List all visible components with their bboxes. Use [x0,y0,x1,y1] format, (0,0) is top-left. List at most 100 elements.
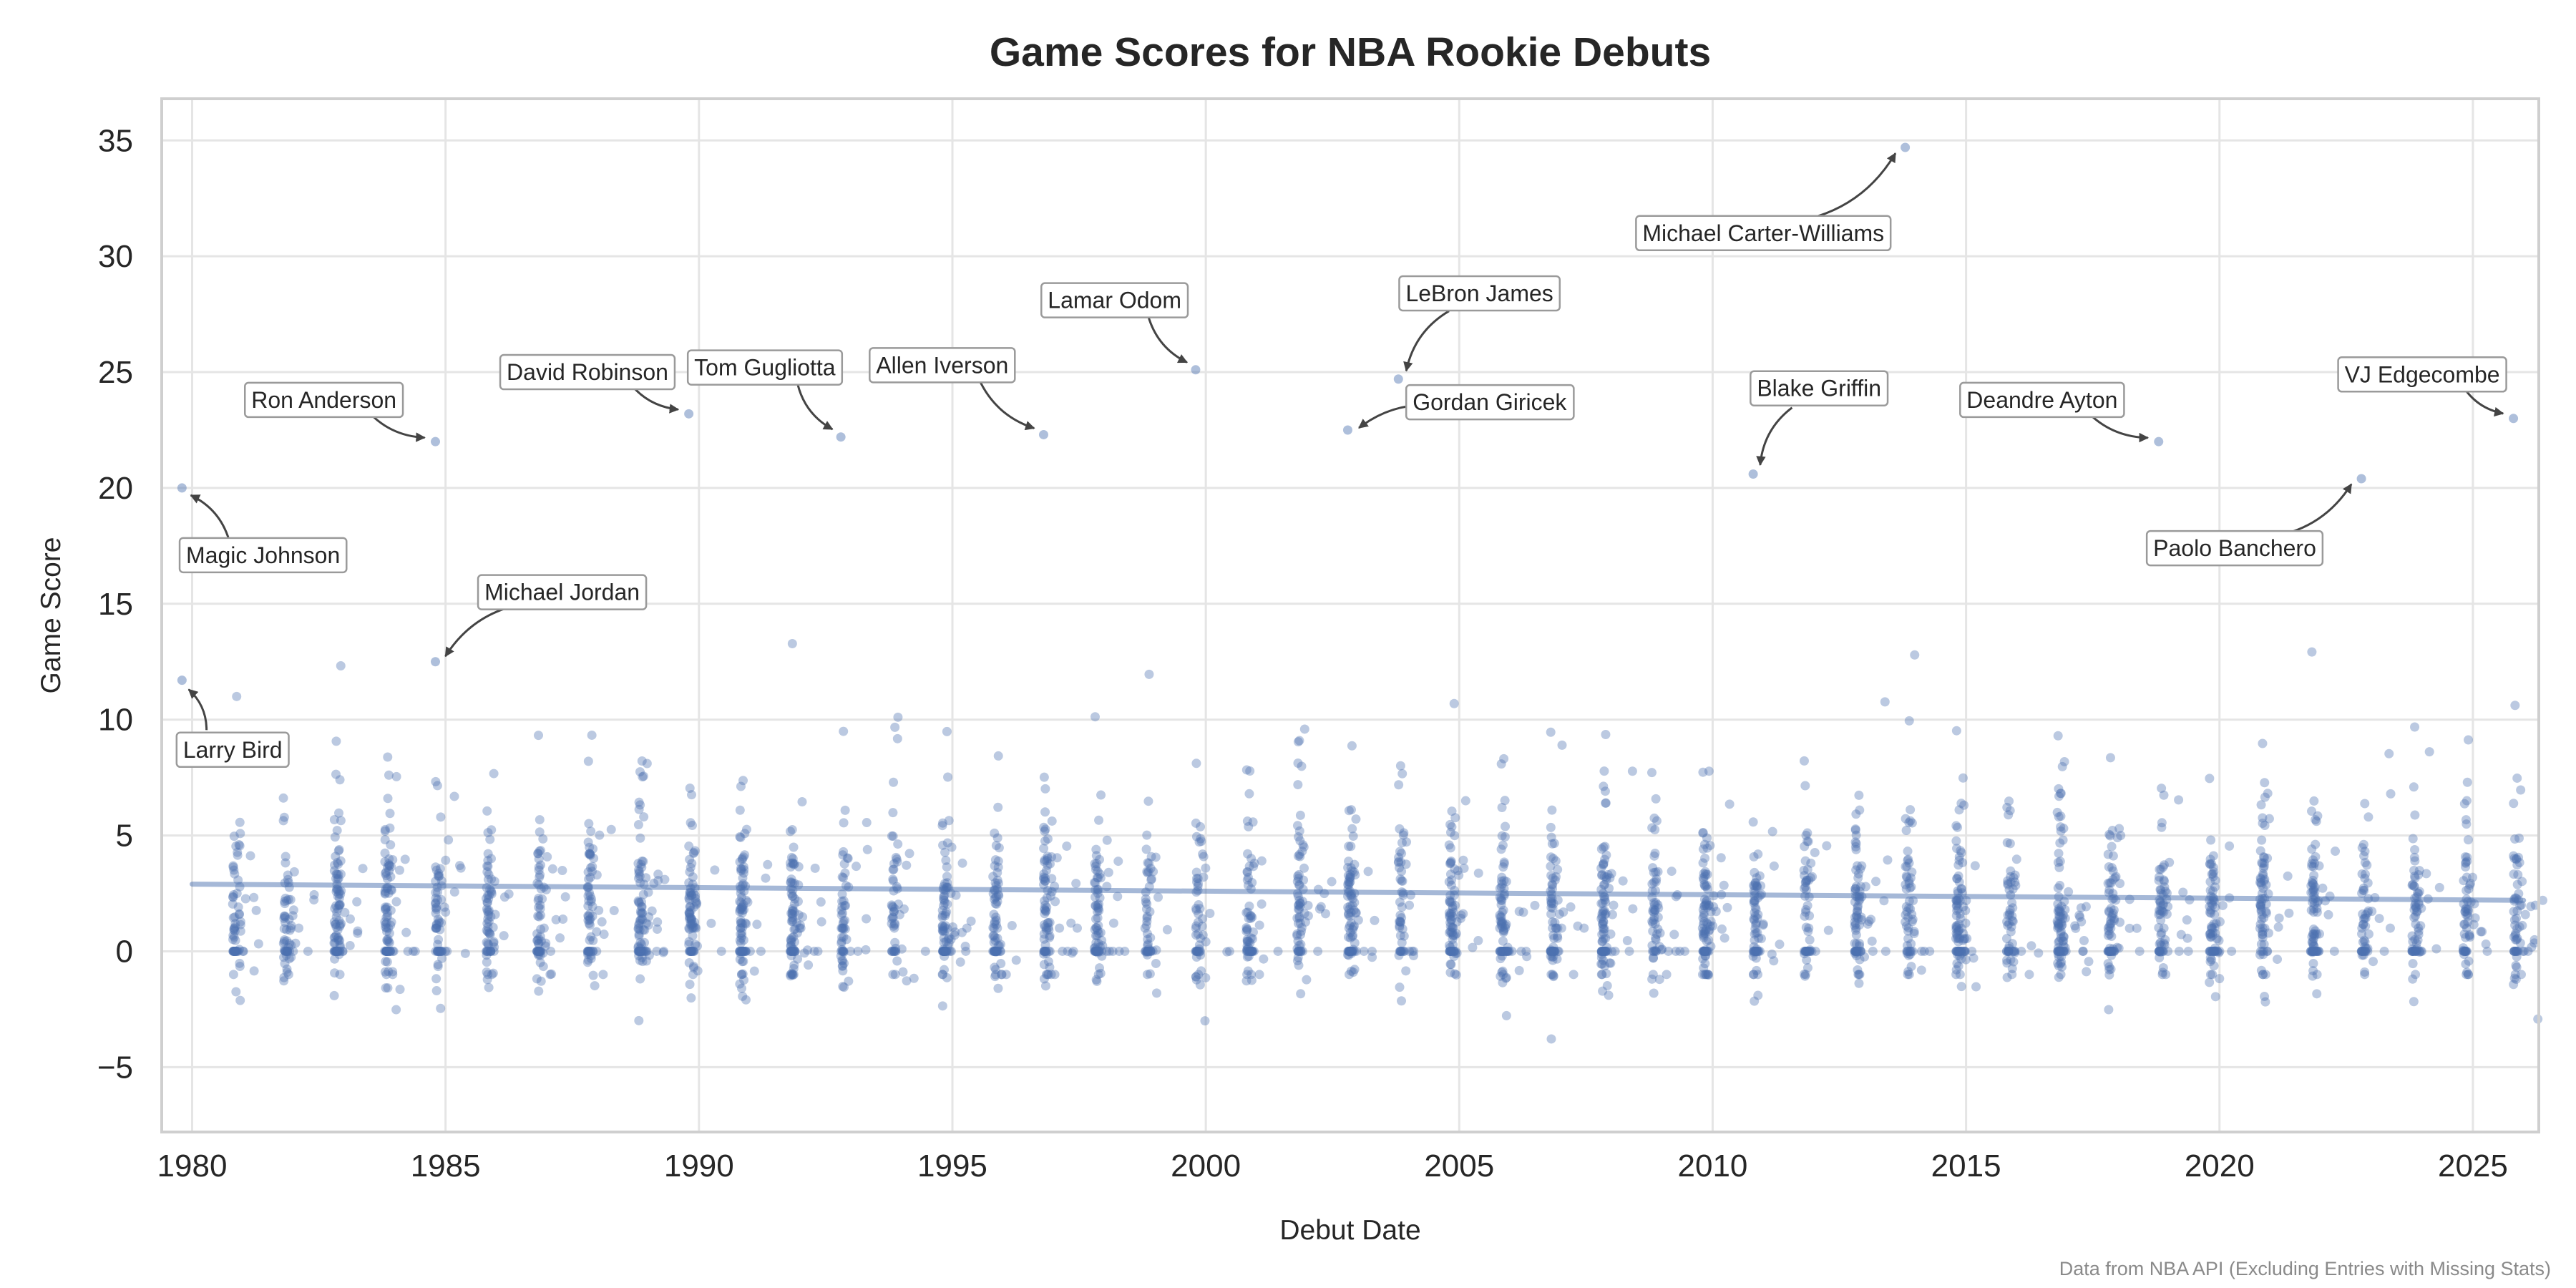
data-point [487,970,497,980]
data-point [335,946,345,956]
data-point [2513,946,2523,956]
data-point [2356,946,2366,956]
data-point [431,893,441,903]
data-point [2258,970,2268,980]
data-point [1499,753,1509,763]
data-point [1496,946,1506,956]
data-point [735,857,745,867]
data-point [1044,925,1054,935]
data-point [2106,946,2116,956]
data-point [1851,939,1861,949]
data-point [1092,976,1102,986]
data-point [938,926,948,936]
data-point [329,815,339,825]
data-point [2358,839,2368,849]
data-point [1450,831,1460,841]
data-point [2053,857,2063,867]
data-point [786,874,796,884]
data-point [1752,946,1762,956]
data-point [786,968,796,978]
data-point [836,923,847,933]
data-point [1967,946,1977,956]
data-point [2462,908,2472,918]
data-point [2157,906,2167,916]
data-point [1039,869,1049,879]
data-point [939,922,949,932]
data-point [1294,900,1304,910]
data-point [837,889,847,899]
data-point [2527,942,2537,952]
data-point [1853,906,1863,916]
data-point [1546,946,1556,956]
data-point [786,951,796,961]
data-point [584,946,594,956]
data-point [2209,867,2219,877]
data-point [1596,863,1606,873]
data-point [1752,882,1762,892]
data-point [1709,902,1719,912]
data-point [1705,921,1715,931]
data-point [283,946,293,956]
data-point [1191,972,1201,982]
data-point [482,925,492,935]
data-point [534,950,544,960]
data-point [484,907,494,917]
data-point [1191,758,1201,769]
data-point [482,897,492,907]
data-point [1951,946,1961,956]
data-point [585,849,595,859]
data-point [1752,927,1762,937]
data-point [1243,946,1253,956]
data-point [334,900,344,910]
data-point [995,940,1005,950]
data-point [2011,880,2021,890]
data-point [2165,857,2175,867]
data-point [2132,923,2142,933]
data-point [489,938,499,948]
data-point [836,951,846,961]
annotation-arrow [190,494,230,540]
data-point [686,993,696,1003]
notable-point [2154,436,2164,447]
data-point [1041,946,1051,956]
data-point [1039,946,1049,956]
data-point [383,946,393,956]
data-point [993,983,1003,993]
data-point [1094,946,1104,956]
data-point [637,908,647,918]
data-point [736,933,746,943]
data-point [1246,854,1257,864]
data-point [1649,851,1659,861]
annotation-arrow [187,688,208,731]
data-point [1546,862,1556,872]
data-point [1553,864,1563,874]
data-point [1699,881,1709,891]
data-point [1601,969,1611,979]
data-point [534,946,544,956]
data-point [2060,942,2070,952]
data-point [2360,946,2370,956]
data-point [862,844,872,854]
data-point [1546,898,1556,908]
data-point [2511,975,2521,985]
data-point [1153,892,1163,902]
data-point [736,832,746,842]
data-point [635,943,645,953]
data-point [1243,880,1253,890]
data-point [1903,926,1913,936]
data-point [1194,900,1204,910]
data-point [333,892,343,902]
data-point [1804,923,1814,933]
data-point [1704,901,1714,911]
data-point [684,841,694,852]
data-point [2054,952,2064,962]
data-point [1649,867,1659,877]
data-point [736,946,746,956]
data-point [483,910,493,920]
data-point [485,946,495,956]
data-point [2004,810,2014,820]
data-point [738,935,748,945]
data-point [991,947,1001,957]
data-point [2215,946,2225,956]
data-point [1901,921,1911,931]
